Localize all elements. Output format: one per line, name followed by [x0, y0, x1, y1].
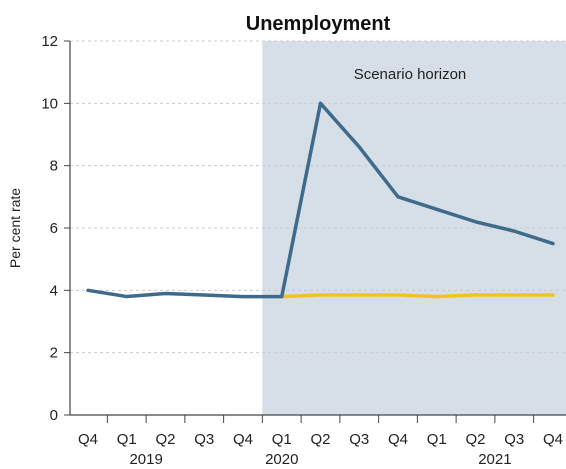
x-tick-label: Q4	[78, 431, 98, 448]
scenario-horizon-label: Scenario horizon	[354, 66, 467, 83]
y-tick-label: 10	[41, 95, 58, 112]
chart-title: Unemployment	[246, 13, 391, 35]
year-label: 2019	[129, 451, 162, 468]
series-line-1	[86, 101, 555, 299]
y-tick-label: 0	[50, 407, 58, 424]
series-line-2	[280, 293, 555, 299]
x-tick-label: Q4	[233, 431, 253, 448]
x-tick-label: Q2	[465, 431, 485, 448]
year-label: 2020	[265, 451, 298, 468]
y-tick-label: 12	[41, 33, 58, 50]
x-tick-label: Q3	[504, 431, 524, 448]
year-label: 2021	[478, 451, 511, 468]
x-tick-label: Q3	[194, 431, 214, 448]
x-tick-label: Q4	[388, 431, 408, 448]
x-tick-label: Q3	[349, 431, 369, 448]
x-tick-label: Q1	[427, 431, 447, 448]
x-tick-label: Q1	[272, 431, 292, 448]
x-tick-label: Q2	[155, 431, 175, 448]
y-tick-label: 8	[50, 158, 58, 175]
y-tick-label: 4	[50, 282, 58, 299]
x-tick-label: Q2	[310, 431, 330, 448]
y-tick-label: 2	[50, 345, 58, 362]
y-tick-label: 6	[50, 220, 58, 237]
y-axis-label: Per cent rate	[7, 188, 23, 268]
x-tick-label: Q1	[117, 431, 137, 448]
x-tick-label: Q4	[543, 431, 563, 448]
